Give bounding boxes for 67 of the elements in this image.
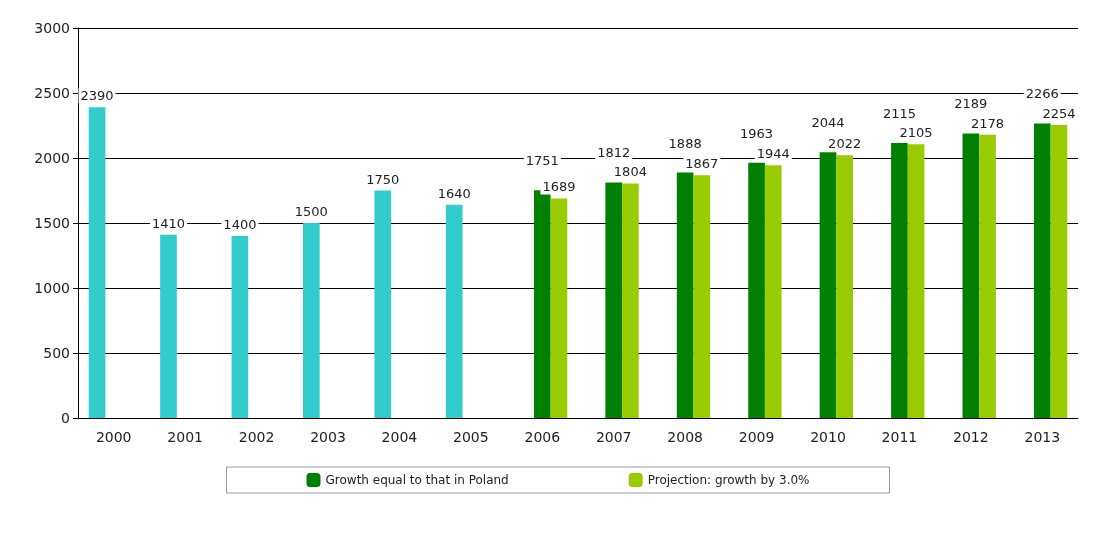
bar — [303, 223, 320, 418]
x-tick-label: 2012 — [953, 429, 989, 445]
bar — [374, 190, 392, 418]
data-label: 2178 — [970, 115, 1005, 131]
bar — [1033, 123, 1051, 418]
bar — [962, 133, 980, 418]
y-tick-label: 1000 — [34, 280, 70, 296]
data-label: 1410 — [151, 215, 186, 231]
x-tick-label: 2003 — [310, 429, 346, 445]
x-tick-label: 2002 — [238, 429, 275, 445]
bar — [622, 183, 639, 418]
legend-label: Projection: growth by 3.0% — [647, 473, 810, 487]
x-tick-label: 2011 — [881, 429, 918, 445]
bar — [550, 198, 568, 418]
x-tick-label: 2013 — [1024, 429, 1061, 445]
y-tick-label: 2000 — [34, 150, 70, 166]
x-tick-label: 2005 — [453, 429, 489, 445]
data-label: 1640 — [437, 185, 471, 201]
bar — [160, 234, 177, 418]
legend-label: Growth equal to that in Poland — [325, 473, 509, 487]
bar — [605, 182, 623, 418]
data-label: 2266 — [1025, 86, 1059, 102]
data-label: 2254 — [1042, 105, 1076, 121]
data-label: 1888 — [668, 135, 702, 151]
y-tick-label: 1500 — [34, 215, 70, 231]
bar — [764, 165, 782, 418]
data-label: 1689 — [542, 179, 576, 195]
bar — [445, 204, 463, 418]
x-tick-label: 2009 — [738, 429, 775, 445]
data-label: 2115 — [882, 106, 916, 122]
data-label: 1750 — [366, 171, 400, 187]
data-label: 2105 — [899, 125, 933, 141]
data-label: 2189 — [954, 96, 988, 112]
data-label: 1867 — [685, 156, 719, 172]
x-tick-label: 2006 — [524, 429, 561, 445]
y-tick-label: 2500 — [34, 85, 70, 101]
bar — [676, 172, 694, 418]
data-label: 1812 — [597, 145, 631, 161]
data-label: 1751 — [525, 153, 559, 169]
x-tick-label: 2010 — [810, 429, 846, 445]
bar — [533, 190, 551, 418]
x-tick-label: 2001 — [167, 429, 203, 445]
x-tick-label: 2007 — [595, 429, 632, 445]
data-label: 2022 — [828, 136, 862, 152]
data-label: 1500 — [294, 204, 328, 219]
data-label: 1963 — [740, 125, 774, 141]
y-tick-label: 500 — [43, 345, 70, 361]
bar — [979, 134, 996, 418]
x-tick-label: 2004 — [381, 429, 418, 445]
bar — [88, 107, 106, 418]
x-tick-label: 2000 — [95, 429, 132, 445]
data-label: 1944 — [756, 146, 790, 162]
bar — [891, 143, 908, 418]
bar — [693, 175, 711, 418]
x-tick-label: 2008 — [667, 429, 703, 445]
y-tick-label: 0 — [61, 410, 70, 426]
bar — [1050, 124, 1068, 418]
data-label: 2044 — [811, 115, 845, 131]
bar — [748, 162, 765, 418]
data-label: 2390 — [80, 88, 114, 104]
y-tick-label: 3000 — [34, 20, 70, 36]
bar — [907, 144, 925, 418]
bar — [819, 152, 837, 418]
bar — [836, 155, 853, 418]
data-label: 1804 — [613, 164, 647, 180]
data-label: 1400 — [223, 217, 257, 232]
bar — [231, 236, 249, 418]
